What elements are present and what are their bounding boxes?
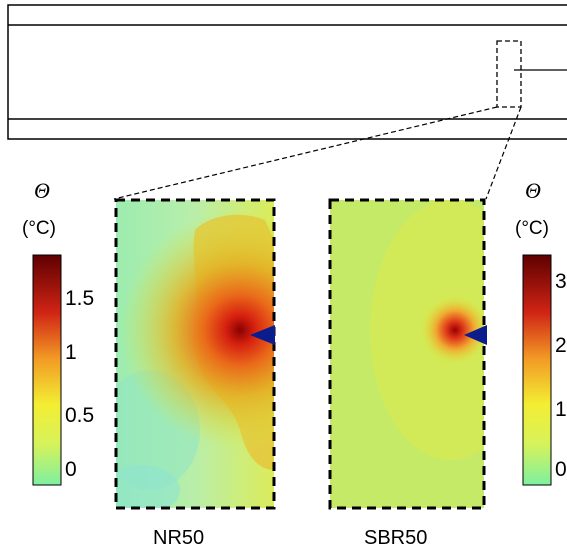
colorbar-right-tick: 1 xyxy=(555,398,567,421)
zoom-line-right xyxy=(485,106,522,200)
sbr50-crack-tip-marker xyxy=(464,325,487,345)
colorbar-right-tick: 0 xyxy=(555,458,567,481)
specimen-strip xyxy=(7,4,567,140)
colorbar-left-tick: 1 xyxy=(65,341,77,364)
sbr50-frame xyxy=(328,198,486,510)
colorbar-right xyxy=(522,254,552,486)
panel-label-nr50: NR50 xyxy=(153,527,205,549)
colorbar-right-unit: (°C) xyxy=(515,218,549,239)
colorbar-right-tick: 2 xyxy=(555,334,567,357)
colorbar-left-quantity: Θ xyxy=(34,178,50,203)
colorbar-left-tick: 0.5 xyxy=(65,404,95,427)
colorbar-left-unit: (°C) xyxy=(22,218,56,239)
sbr50-thermal-map xyxy=(330,200,484,508)
zoom-line-left xyxy=(113,106,498,200)
nr50-frame xyxy=(114,198,276,510)
colorbar-left-tick: 1.5 xyxy=(65,287,95,310)
colorbar-left xyxy=(32,254,62,486)
colorbar-right-quantity: Θ xyxy=(525,178,541,203)
nr50-thermal-map xyxy=(116,200,274,508)
colorbar-left-tick: 0 xyxy=(65,458,77,481)
panel-label-sbr50: SBR50 xyxy=(364,527,428,549)
zoom-region-box xyxy=(496,40,522,108)
nr50-crack-tip-marker xyxy=(250,325,275,345)
colorbar-right-tick: 3 xyxy=(555,270,567,293)
